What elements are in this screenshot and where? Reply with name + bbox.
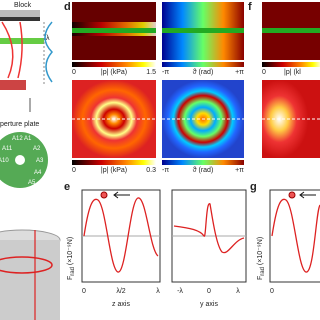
arrow <box>299 191 316 199</box>
x-tick-label: -λ <box>177 288 183 295</box>
colorbar-label: ϑ (rad) <box>193 69 214 76</box>
x-tick-label: λ <box>156 288 160 295</box>
colorbar-label: |p| (kPa) <box>101 167 127 174</box>
y-label: Frad (×10⁻⁹N) <box>257 237 266 280</box>
particle <box>100 191 108 199</box>
colorbar <box>72 160 156 165</box>
colorbar <box>162 160 244 165</box>
ring <box>0 256 53 274</box>
x-tick-label: λ/2 <box>116 288 125 295</box>
particle <box>288 191 296 199</box>
colorbar-min: 0 <box>72 167 76 174</box>
colorbar-max: 0.3 <box>146 167 156 174</box>
plate <box>262 28 320 33</box>
aperture-label: A11 <box>2 146 13 152</box>
aperture-label: A12 <box>12 136 23 142</box>
aperture-label: A3 <box>36 158 44 164</box>
aperture <box>15 155 25 165</box>
profile <box>44 21 54 83</box>
panel-letter: e <box>64 181 70 193</box>
colorbar <box>262 62 320 67</box>
force-curve <box>173 203 245 254</box>
y-label: Frad (×10⁻⁹N) <box>67 237 76 280</box>
cylinder <box>0 240 60 320</box>
plate <box>162 28 244 33</box>
force-curve <box>271 198 320 273</box>
left-schematic: Block λ perture plate A12 A1 A11 A2 A10 A3 A4 A… <box>0 2 61 320</box>
aperture-label: A4 <box>34 170 42 176</box>
colorbar <box>162 62 244 67</box>
lambda: λ <box>46 35 50 42</box>
colorbar-min: 0 <box>72 69 76 76</box>
block <box>0 10 40 17</box>
panel-letter: f <box>248 1 252 13</box>
x-tick-label: 0 <box>207 288 211 295</box>
beam <box>1 21 23 79</box>
plot-frame <box>269 189 320 283</box>
colorbar-max: +π <box>235 167 244 174</box>
x-tick-label: λ <box>236 288 240 295</box>
panel-letter: g <box>250 181 257 193</box>
colorbar <box>72 62 156 67</box>
block-label: Block <box>14 2 32 9</box>
source <box>0 80 26 90</box>
panel-letter: d <box>64 1 71 13</box>
colorbar-label: |p| (kl <box>284 69 301 76</box>
aperture-label: perture plate <box>0 121 39 128</box>
colorbar-label: ϑ (rad) <box>193 167 214 174</box>
aperture-label: A5 <box>28 180 36 186</box>
x-tick-label: 0 <box>82 288 86 295</box>
arrow <box>113 191 130 199</box>
aperture-label: A10 <box>0 158 9 164</box>
plate <box>72 28 156 33</box>
x-label: z axis <box>112 301 130 308</box>
force-curve <box>83 197 159 273</box>
map <box>262 80 320 158</box>
colorbar-min: 0 <box>262 69 266 76</box>
colorbar-min: -π <box>162 167 169 174</box>
colorbar-label: |p| (kPa) <box>101 69 127 76</box>
x-label: y axis <box>200 301 218 308</box>
colorbar-min: -π <box>162 69 169 76</box>
aperture-label: A1 <box>24 136 32 142</box>
x-tick-label: 0 <box>270 288 274 295</box>
aperture-label: A2 <box>33 146 41 152</box>
block-edge <box>0 17 40 21</box>
colorbar-max: +π <box>235 69 244 76</box>
colorbar-max: 1.5 <box>146 69 156 76</box>
